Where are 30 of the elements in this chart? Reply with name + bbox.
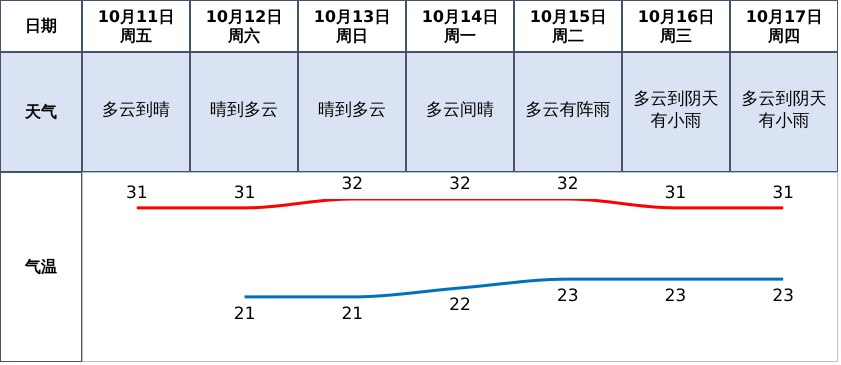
data-label: 23 xyxy=(556,286,579,306)
data-label: 32 xyxy=(341,174,364,194)
data-label: 21 xyxy=(234,304,256,324)
text: 气温 xyxy=(0,172,82,362)
data-label: 32 xyxy=(449,174,471,194)
x-tick-label: 10月13日周日 xyxy=(312,7,392,45)
text: 晴到多云 xyxy=(318,99,386,121)
text: 多云间晴 xyxy=(426,99,494,121)
x-tick-label: 10月11日周五 xyxy=(96,7,176,45)
x-tick-label: 10月12日周六 xyxy=(204,7,284,45)
data-label: 21 xyxy=(341,304,364,324)
data-label: 23 xyxy=(772,286,794,306)
data-label: 22 xyxy=(449,295,471,316)
data-label: 31 xyxy=(772,182,794,203)
text: 多云到晴 xyxy=(102,99,170,121)
data-label: 31 xyxy=(234,182,256,203)
text: 多云到阴天有小雨 xyxy=(740,88,828,132)
data-label: 31 xyxy=(664,182,686,203)
x-tick-label: 10月15日周二 xyxy=(528,7,608,45)
x-tick-label: 10月17日周四 xyxy=(744,7,824,45)
text: 晴到多云 xyxy=(210,99,278,121)
data-label: 23 xyxy=(664,286,686,306)
x-tick-label: 10月14日周一 xyxy=(420,7,500,45)
x-tick-label: 10月16日周三 xyxy=(636,7,716,45)
text: 多云到阴天有小雨 xyxy=(632,88,720,132)
text: 日期 xyxy=(0,0,82,52)
data-label: 31 xyxy=(126,182,148,203)
text: 天气 xyxy=(0,52,82,172)
text: 多云有阵雨 xyxy=(526,99,610,121)
data-label: 32 xyxy=(556,174,579,194)
